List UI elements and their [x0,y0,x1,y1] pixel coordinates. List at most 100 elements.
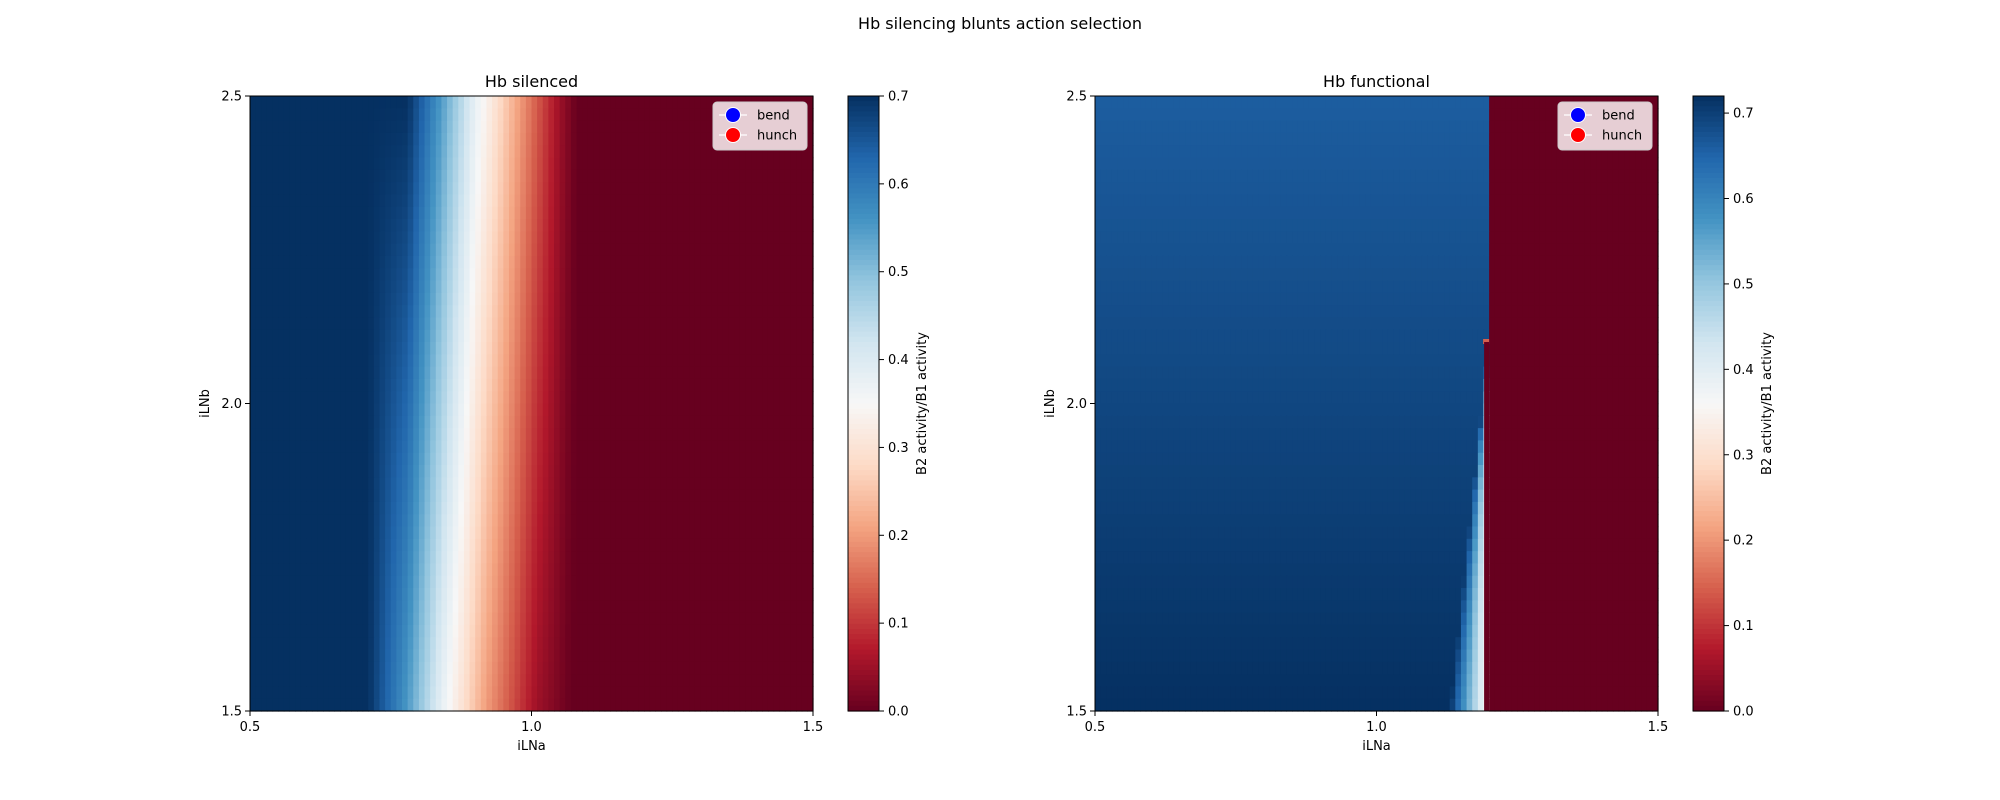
heatmap-cell [655,182,662,195]
heatmap-cell [250,391,257,405]
heatmap-cell [717,292,724,306]
heatmap-cell [328,465,336,478]
heatmap-cell [660,637,668,651]
heatmap-cell [390,514,397,528]
heatmap-cell [396,268,403,282]
heatmap-cell [632,169,640,183]
heatmap-cell [407,108,414,122]
heatmap-cell [672,661,679,675]
heatmap-cell [677,415,685,429]
heatmap-cell [418,686,426,700]
heatmap-cell [762,391,769,405]
heatmap-cell [570,132,578,146]
heatmap-cell [441,255,448,269]
heatmap-cell [570,268,578,282]
heatmap-cell [278,624,285,638]
heatmap-cell [447,194,454,208]
heatmap-cell [306,366,313,380]
heatmap-cell [666,674,673,687]
heatmap-cell [300,132,307,146]
heatmap-cell [756,624,763,638]
heatmap-cell [492,588,499,601]
heatmap-cell [402,169,409,183]
heatmap-cell [469,280,476,294]
heatmap-cell [435,514,443,528]
heatmap-cell [441,157,448,171]
heatmap-cell [385,649,392,663]
heatmap-cell [666,169,673,183]
heatmap-cell [700,637,707,651]
heatmap-cell [689,243,696,257]
heatmap-cell [767,280,775,294]
heatmap-cell [649,674,656,687]
heatmap-cell [362,588,369,601]
heatmap-cell [261,428,268,441]
heatmap-cell [463,366,471,380]
heatmap-cell [463,588,471,601]
heatmap-cell [537,415,544,429]
heatmap-cell [711,428,718,441]
heatmap-cell [706,292,713,306]
heatmap-cell [796,514,803,528]
heatmap-cell [801,391,808,405]
heatmap-cell [604,538,611,552]
heatmap-cell [362,465,369,478]
heatmap-cell [531,219,538,232]
heatmap-cell [615,219,623,232]
heatmap-cell [689,329,696,343]
heatmap-cell [255,403,262,417]
heatmap-cell [599,489,606,503]
heatmap-cell [599,96,606,109]
heatmap-cell [604,182,611,195]
heatmap-cell [486,698,493,712]
heatmap-cell [638,391,645,405]
heatmap-cell [587,674,595,687]
heatmap-cell [486,255,493,269]
heatmap-cell [525,169,533,183]
heatmap-cell [418,415,426,429]
heatmap-cell [300,292,307,306]
heatmap-cell [340,649,347,663]
heatmap-cell [745,280,752,294]
heatmap-cell [644,280,651,294]
heatmap-cell [677,182,685,195]
heatmap-cell [418,501,426,515]
heatmap-cell [706,637,713,651]
heatmap-cell [779,563,786,577]
heatmap-cell [486,649,493,663]
heatmap-cell [272,329,279,343]
heatmap-cell [351,206,358,220]
heatmap-cell [756,637,763,651]
heatmap-cell [351,231,358,245]
heatmap-cell [711,219,718,232]
heatmap-cell [666,514,673,528]
heatmap-cell [458,465,465,478]
heatmap-cell [694,342,701,355]
heatmap-cell [638,661,645,675]
heatmap-cell [340,563,347,577]
heatmap-cell [706,255,713,269]
heatmap-cell [694,698,701,712]
heatmap-cell [717,157,724,171]
heatmap-cell [261,378,268,392]
heatmap-cell [250,698,257,712]
heatmap-cell [503,649,510,663]
heatmap-cell [739,206,747,220]
heatmap-cell [610,415,617,429]
heatmap-cell [486,378,493,392]
heatmap-cell [784,391,792,405]
heatmap-cell [700,219,707,232]
heatmap-cell [627,231,634,245]
heatmap-cell [435,612,443,626]
heatmap-cell [255,514,262,528]
heatmap-cell [379,280,386,294]
heatmap-cell [807,219,814,232]
heatmap-cell [390,132,397,146]
heatmap-cell [407,452,414,466]
heatmap-cell [345,514,352,528]
heatmap-cell [796,452,803,466]
heatmap-cell [587,477,595,491]
heatmap-cell [694,243,701,257]
heatmap-cell [272,477,279,491]
heatmap-cell [289,194,296,208]
